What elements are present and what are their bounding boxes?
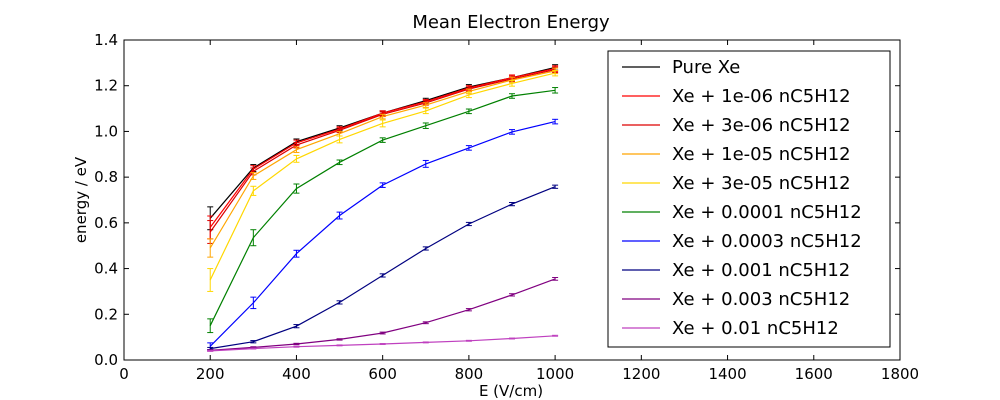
x-tick-label: 1600 [795,365,833,383]
x-tick-label: 1000 [536,365,574,383]
x-tick-label: 1200 [622,365,660,383]
series-line-3 [209,70,556,249]
legend-label: Xe + 0.0001 nC5H12 [672,202,862,223]
y-tick-label: 0.0 [94,351,118,369]
chart-title: Mean Electron Energy [412,12,610,33]
legend-label: Xe + 3e-05 nC5H12 [672,173,851,194]
y-tick-label: 0.2 [94,305,118,323]
series-line-7 [210,186,556,350]
x-tick-label: 1400 [708,365,746,383]
y-tick-label: 1.0 [94,122,118,140]
plot-frame [123,39,901,361]
plot-area: 0 200 400 600 800 1000 1200 1400 1600 1800 0.0 0.2 0… [94,31,919,383]
series-line-1 [209,68,556,228]
legend-label: Xe + 1e-06 nC5H12 [672,86,851,107]
legend: Pure Xe Xe + 1e-06 nC5H12 Xe + 3e-06 nC5H1… [607,50,891,348]
legend-label: Xe + 0.001 nC5H12 [672,260,850,281]
x-tick-label: 200 [196,365,225,383]
y-tick-label: 0.6 [94,214,118,232]
legend-label: Xe + 0.003 nC5H12 [672,289,850,310]
x-tick-label: 800 [455,365,484,383]
series-line-8 [210,278,556,351]
x-tick-label: 600 [368,365,397,383]
legend-box [607,50,891,348]
series-line-4 [209,72,556,281]
legend-label: Xe + 0.0003 nC5H12 [672,231,862,252]
y-tick-label: 1.4 [94,31,118,49]
series-line-6 [209,121,556,347]
x-tick-label: 0 [119,365,129,383]
legend-label: Xe + 1e-05 nC5H12 [672,144,851,165]
legend-label: Xe + 3e-06 nC5H12 [672,115,851,136]
x-tick-label: 400 [282,365,311,383]
legend-label: Xe + 0.01 nC5H12 [672,318,839,339]
y-tick-label: 0.8 [94,168,118,186]
y-tick-label: 1.2 [94,77,118,95]
x-axis-label: E (V/cm) [479,382,543,400]
y-tick-label: 0.4 [94,260,118,278]
x-tick-label: 1800 [881,365,919,383]
legend-label: Pure Xe [672,57,740,78]
y-axis-label: energy / eV [72,156,90,243]
